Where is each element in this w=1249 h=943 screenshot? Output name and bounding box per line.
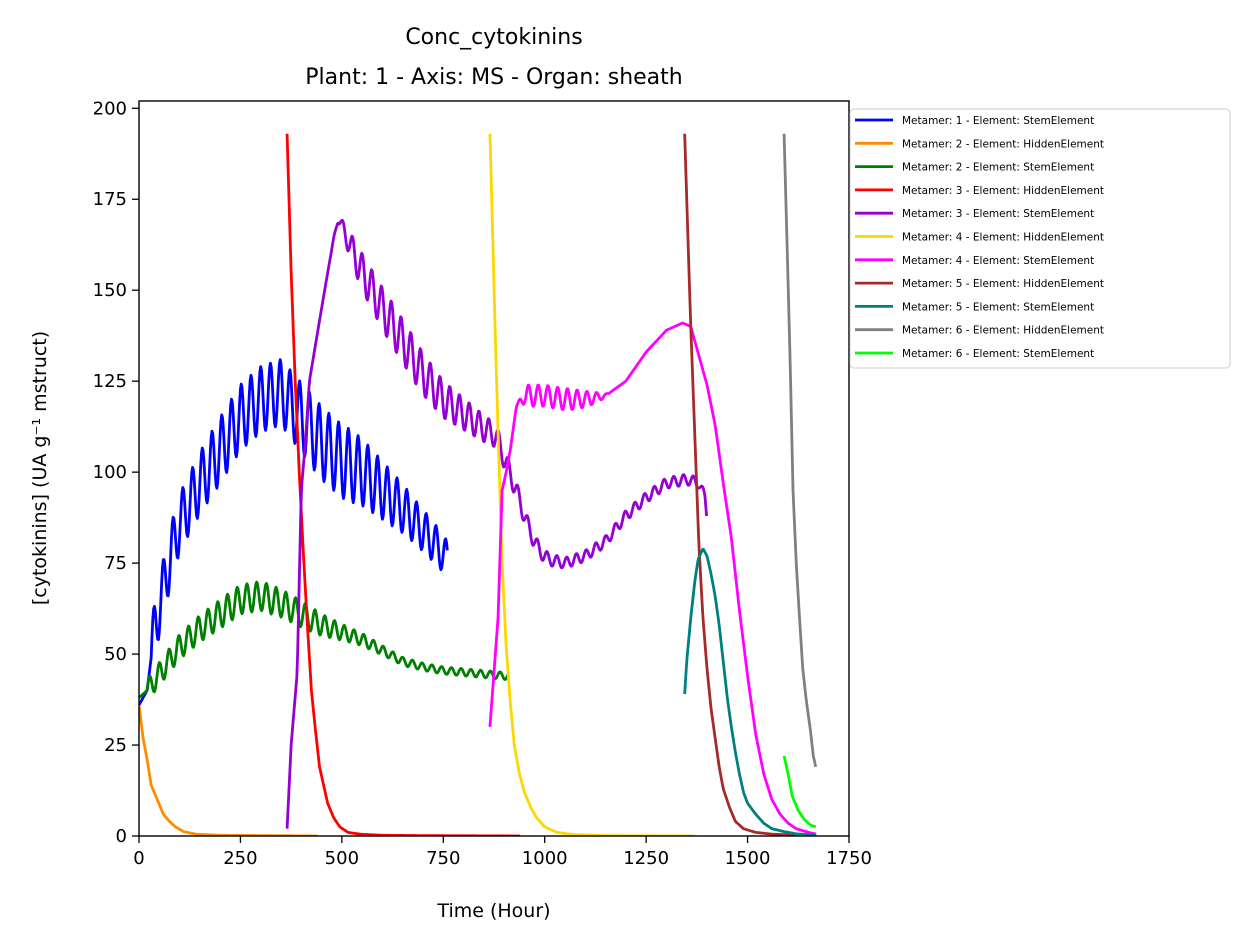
legend-entry: Metamer: 4 - Element: HiddenElement <box>902 232 1104 244</box>
legend-entry: Metamer: 5 - Element: StemElement <box>902 301 1094 313</box>
series-line-7 <box>488 321 817 836</box>
chart-subtitle: Plant: 1 - Axis: MS - Organ: sheath <box>305 65 682 90</box>
x-tick-label: 1500 <box>725 848 771 869</box>
y-tick-label: 125 <box>93 371 127 392</box>
legend-entry: Metamer: 6 - Element: HiddenElement <box>902 325 1104 337</box>
x-tick-label: 250 <box>223 848 257 869</box>
legend-entry: Metamer: 5 - Element: HiddenElement <box>902 278 1104 290</box>
series-line-3 <box>139 580 510 699</box>
legend-entry: Metamer: 3 - Element: StemElement <box>902 208 1094 220</box>
legend-entry: Metamer: 2 - Element: StemElement <box>902 162 1094 174</box>
y-tick-label: 200 <box>93 98 127 119</box>
chart-title: Conc_cytokinins <box>405 25 582 50</box>
plot-frame <box>138 100 850 837</box>
y-tick-label: 25 <box>104 735 127 756</box>
x-tick-label: 1000 <box>522 848 568 869</box>
series-line-10 <box>782 133 818 768</box>
y-tick-label: 150 <box>93 280 127 301</box>
legend-frame <box>849 108 1231 369</box>
series-line-8 <box>683 133 817 836</box>
x-tick-label: 1250 <box>623 848 669 869</box>
series-line-5 <box>285 218 708 829</box>
y-tick-label: 0 <box>116 826 127 847</box>
legend-entry: Metamer: 6 - Element: StemElement <box>902 348 1094 360</box>
x-tick-label: 0 <box>133 848 144 869</box>
legend-entry: Metamer: 3 - Element: HiddenElement <box>902 185 1104 197</box>
legend-entry: Metamer: 4 - Element: StemElement <box>902 255 1094 267</box>
legend-entry: Metamer: 1 - Element: StemElement <box>902 115 1094 127</box>
series-line-11 <box>782 755 817 829</box>
series-line-6 <box>488 133 696 836</box>
x-axis-label: Time (Hour) <box>436 900 550 922</box>
x-tick-label: 1750 <box>826 848 872 869</box>
y-tick-label: 175 <box>93 189 127 210</box>
legend-entry: Metamer: 2 - Element: HiddenElement <box>902 138 1104 150</box>
y-axis-label: [cytokinins] (UA g⁻¹ mstruct) <box>29 331 51 605</box>
series-line-4 <box>285 133 521 836</box>
y-tick-label: 75 <box>104 553 127 574</box>
series-layer <box>139 133 818 836</box>
y-tick-label: 50 <box>104 644 127 665</box>
x-axis-ticks: 0 250 500 750 1000 1250 1500 1750 <box>133 836 872 869</box>
x-tick-label: 750 <box>426 848 460 869</box>
y-tick-label: 100 <box>93 462 127 483</box>
y-axis-ticks: 0 25 50 75 100 125 150 175 200 <box>93 98 139 847</box>
series-line-9 <box>683 547 817 836</box>
legend: Metamer: 1 - Element: StemElement Metamer… <box>849 108 1231 369</box>
x-tick-label: 500 <box>325 848 359 869</box>
series-line-1 <box>139 358 449 706</box>
